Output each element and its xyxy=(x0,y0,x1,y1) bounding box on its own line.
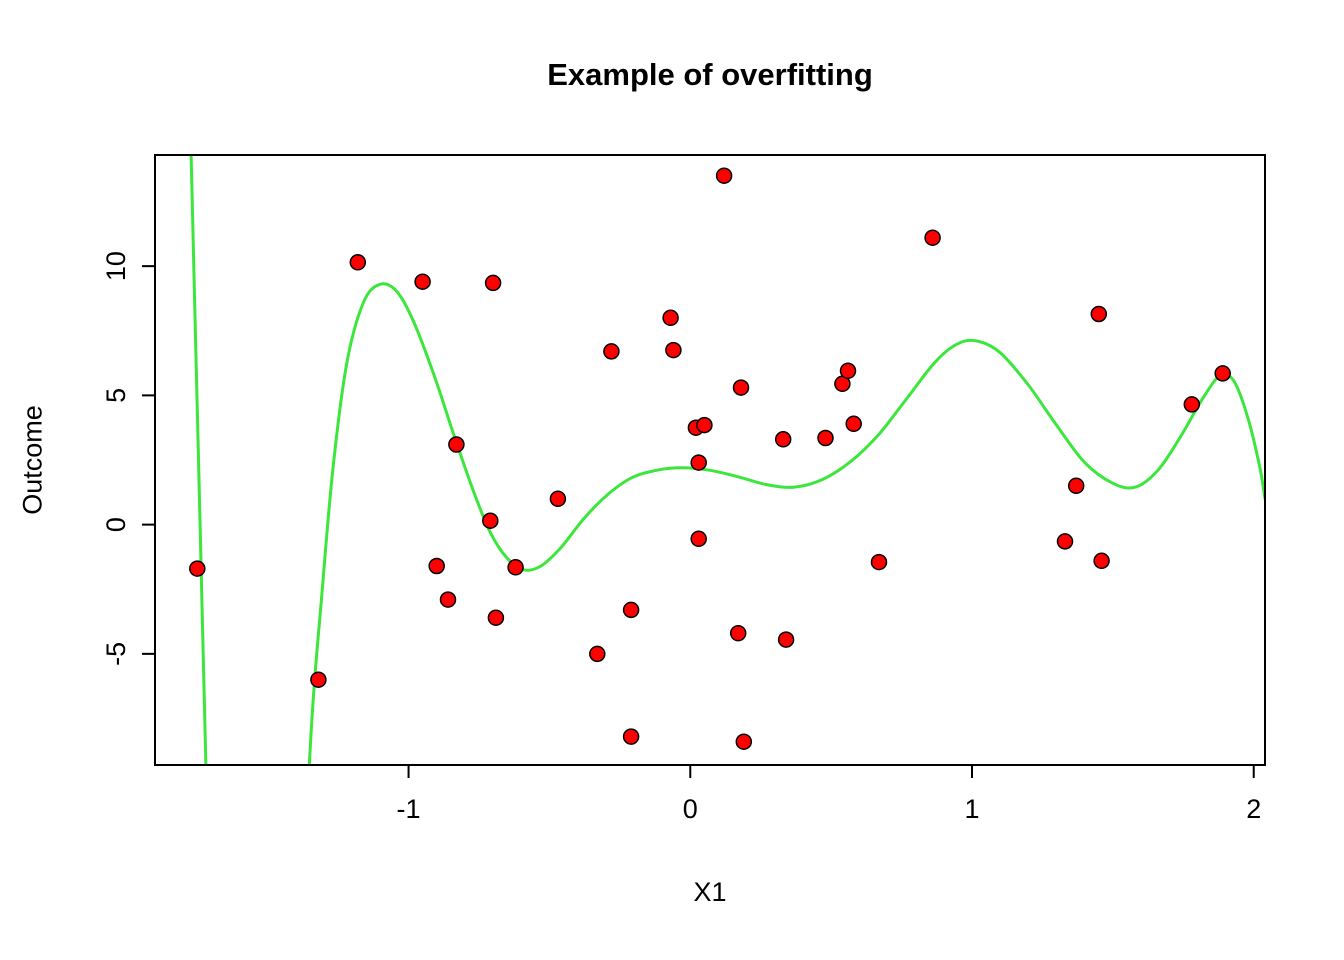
data-point xyxy=(349,254,367,271)
chart-title: Example of overfitting xyxy=(547,57,873,92)
data-point xyxy=(310,671,327,688)
data-point xyxy=(439,591,457,608)
x-tick-label: 1 xyxy=(964,794,979,824)
data-point xyxy=(428,557,445,575)
y-tick-label: 10 xyxy=(101,251,131,281)
data-point xyxy=(662,309,679,327)
data-point xyxy=(817,429,834,447)
data-point xyxy=(696,416,713,434)
data-point xyxy=(732,379,750,396)
data-point xyxy=(839,362,857,380)
data-point xyxy=(482,512,499,529)
data-point xyxy=(1067,477,1085,495)
data-point xyxy=(665,341,682,359)
data-point xyxy=(774,431,792,448)
x-tick-label: -1 xyxy=(397,794,421,824)
data-point xyxy=(484,274,502,292)
data-point xyxy=(1093,552,1110,570)
data-point xyxy=(1183,396,1201,413)
data-point xyxy=(729,624,747,642)
data-point xyxy=(603,343,620,360)
y-tick-label: 5 xyxy=(101,388,131,403)
x-axis-label: X1 xyxy=(693,877,727,907)
data-point xyxy=(845,415,862,433)
data-point xyxy=(690,530,707,548)
data-point xyxy=(507,559,524,576)
y-tick-label: -5 xyxy=(101,642,131,666)
data-point xyxy=(414,273,431,290)
data-point xyxy=(622,601,640,619)
plot-box xyxy=(154,154,1266,766)
x-tick-label: 0 xyxy=(683,794,698,824)
data-point xyxy=(622,728,640,745)
data-point xyxy=(777,631,795,648)
data-point xyxy=(189,560,206,577)
data-point xyxy=(924,229,941,246)
data-point xyxy=(715,167,733,184)
data-point xyxy=(735,733,753,750)
data-point xyxy=(690,454,707,471)
data-point xyxy=(549,490,567,508)
data-point xyxy=(589,645,606,663)
data-point xyxy=(1214,365,1231,382)
data-point xyxy=(870,553,888,571)
data-point xyxy=(1056,533,1074,550)
data-point xyxy=(1090,305,1108,323)
data-point xyxy=(448,436,465,453)
fitted-curve xyxy=(189,155,1265,765)
data-point xyxy=(487,609,505,626)
y-tick-label: 0 xyxy=(101,517,131,532)
y-axis-label: Outcome xyxy=(17,405,48,515)
x-tick-label: 2 xyxy=(1246,794,1261,824)
